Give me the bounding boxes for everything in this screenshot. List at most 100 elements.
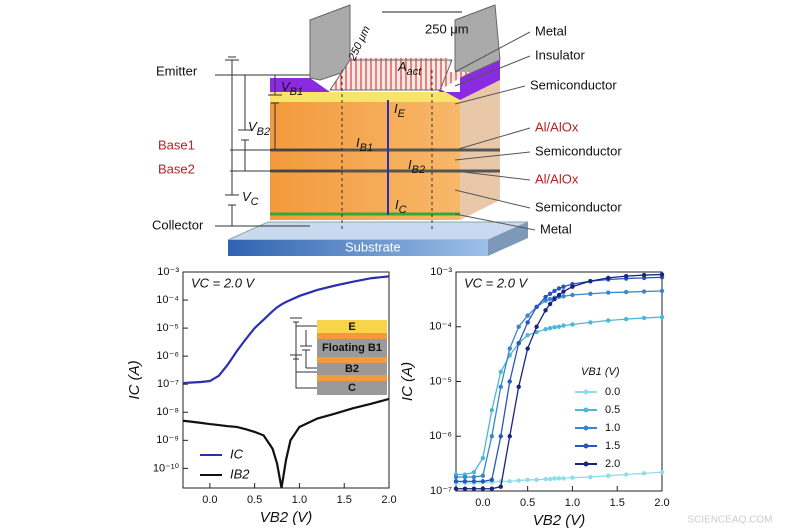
marker [547,296,553,302]
marker [570,322,575,327]
x-axis-label: VB2 (V) [533,512,586,529]
legend-label: IC [230,446,244,461]
marker [659,272,665,277]
marker [489,407,495,413]
voltage: VB2 [248,119,270,137]
substrate-side [488,222,528,256]
marker [534,477,539,483]
watermark: SCIENCEAQ.COM [687,515,772,526]
y-axis-label: IC (A) [399,362,416,401]
metal-right [454,4,501,79]
marker [453,474,459,480]
annotation: VC = 2.0 V [191,275,256,290]
inset-label: C [348,382,356,394]
metal-left [309,4,351,81]
voltage: VB1 [281,79,303,97]
x-tick-label: 0.5 [520,497,535,509]
active-area-top [329,59,453,91]
marker [547,476,553,482]
series-line [456,276,663,483]
marker [623,289,629,295]
y-axis-label: IC (A) [126,360,143,399]
marker [588,278,593,284]
marker [556,286,562,291]
y-tick-label: 10⁻³ [157,266,179,278]
marker [480,486,486,491]
marker [623,273,629,279]
marker [606,275,611,281]
legend-marker [583,407,589,413]
marker [534,324,539,329]
substrate-label: Substrate [345,239,401,254]
marker [552,325,557,330]
marker [471,470,477,475]
marker [453,486,459,491]
layer-label: Metal [535,23,567,38]
y-tick-label: 10⁻⁷ [430,485,452,497]
series-line [182,275,390,385]
plot-frame [182,271,390,489]
marker [659,470,665,475]
marker [525,333,530,338]
marker [547,301,553,307]
legend-label: 0.0 [605,386,620,398]
marker [498,384,503,390]
legend-label: 2.0 [605,458,620,470]
marker [543,476,548,482]
marker [471,474,477,480]
layer-label: Semiconductor [535,143,622,158]
annotation: VC = 2.0 V [464,275,529,290]
voltage: VC [242,189,259,207]
marker [453,479,459,484]
marker [641,289,647,294]
marker [570,475,575,480]
insulator-left [270,78,330,92]
marker [552,288,557,294]
marker [489,434,495,439]
x-tick-label: 0.0 [202,494,217,506]
legend-label: IB2 [230,466,250,481]
circuit [215,56,342,227]
marker [543,298,548,303]
marker [534,304,539,310]
marker [659,288,665,294]
marker [561,289,566,294]
legend-title: VB1 (V) [581,366,620,378]
inset-label: E [348,321,355,333]
marker [623,472,629,477]
legend-marker [583,425,589,431]
marker [516,324,521,329]
current: IB2 [408,157,425,175]
series-line [456,316,663,476]
marker [462,486,468,491]
marker [498,369,503,375]
layer-label: Insulator [535,47,586,62]
marker [623,316,629,322]
marker [525,346,530,351]
x-tick-label: 1.5 [337,494,352,506]
legend-label: 1.0 [605,422,620,434]
marker [471,479,477,484]
marker [462,479,468,484]
terminal: Base2 [158,161,195,176]
y-tick-label: 10⁻⁵ [429,375,452,387]
layer-label: Al/AlOx [535,119,579,134]
substrate-top [227,221,529,241]
marker [507,434,512,439]
y-tick-label: 10⁻⁴ [156,294,179,306]
y-tick-label: 10⁻⁴ [429,321,452,333]
y-tick-label: 10⁻⁹ [156,434,179,446]
marker [516,478,521,483]
x-tick-label: 2.0 [654,497,669,509]
marker [543,294,548,300]
y-tick-label: 10⁻⁵ [156,322,179,334]
callouts [454,31,536,231]
legend-marker [583,443,589,449]
marker [480,473,486,478]
current: IC [395,197,407,215]
marker [556,476,562,481]
marker [570,292,575,298]
inset-label: Floating B1 [322,342,382,354]
marker [552,476,557,481]
